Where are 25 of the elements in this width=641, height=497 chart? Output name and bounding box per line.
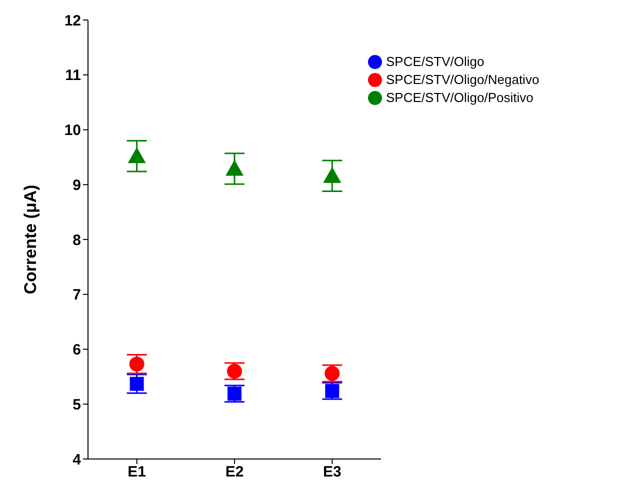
legend-label: SPCE/STV/Oligo/Positivo bbox=[386, 90, 534, 105]
y-axis-title: Corrente (μA) bbox=[21, 184, 40, 294]
point bbox=[226, 160, 244, 176]
x-tick-label: E3 bbox=[322, 464, 342, 481]
point bbox=[130, 376, 144, 391]
point bbox=[129, 356, 144, 372]
y-tick-label: 4 bbox=[72, 451, 82, 468]
point bbox=[227, 364, 242, 379]
y-tick-label: 7 bbox=[72, 286, 81, 304]
y-tick-label: 9 bbox=[72, 176, 81, 194]
point bbox=[325, 384, 340, 398]
y-tick-label: 10 bbox=[64, 122, 81, 140]
y-tick-label: 11 bbox=[65, 67, 81, 84]
point bbox=[324, 366, 340, 381]
point bbox=[228, 386, 242, 401]
point bbox=[128, 147, 146, 164]
x-tick-label: E2 bbox=[225, 464, 244, 481]
legend-label: SPCE/STV/Oligo/Negativo bbox=[386, 72, 540, 87]
y-tick-label: 8 bbox=[72, 232, 81, 249]
y-tick-label: 12 bbox=[64, 12, 81, 30]
point bbox=[323, 166, 342, 183]
legend-label: SPCE/STV/Oligo bbox=[386, 54, 484, 69]
y-tick-label: 6 bbox=[72, 342, 81, 359]
y-tick-label: 5 bbox=[72, 396, 81, 414]
x-tick-label: E1 bbox=[128, 464, 146, 481]
